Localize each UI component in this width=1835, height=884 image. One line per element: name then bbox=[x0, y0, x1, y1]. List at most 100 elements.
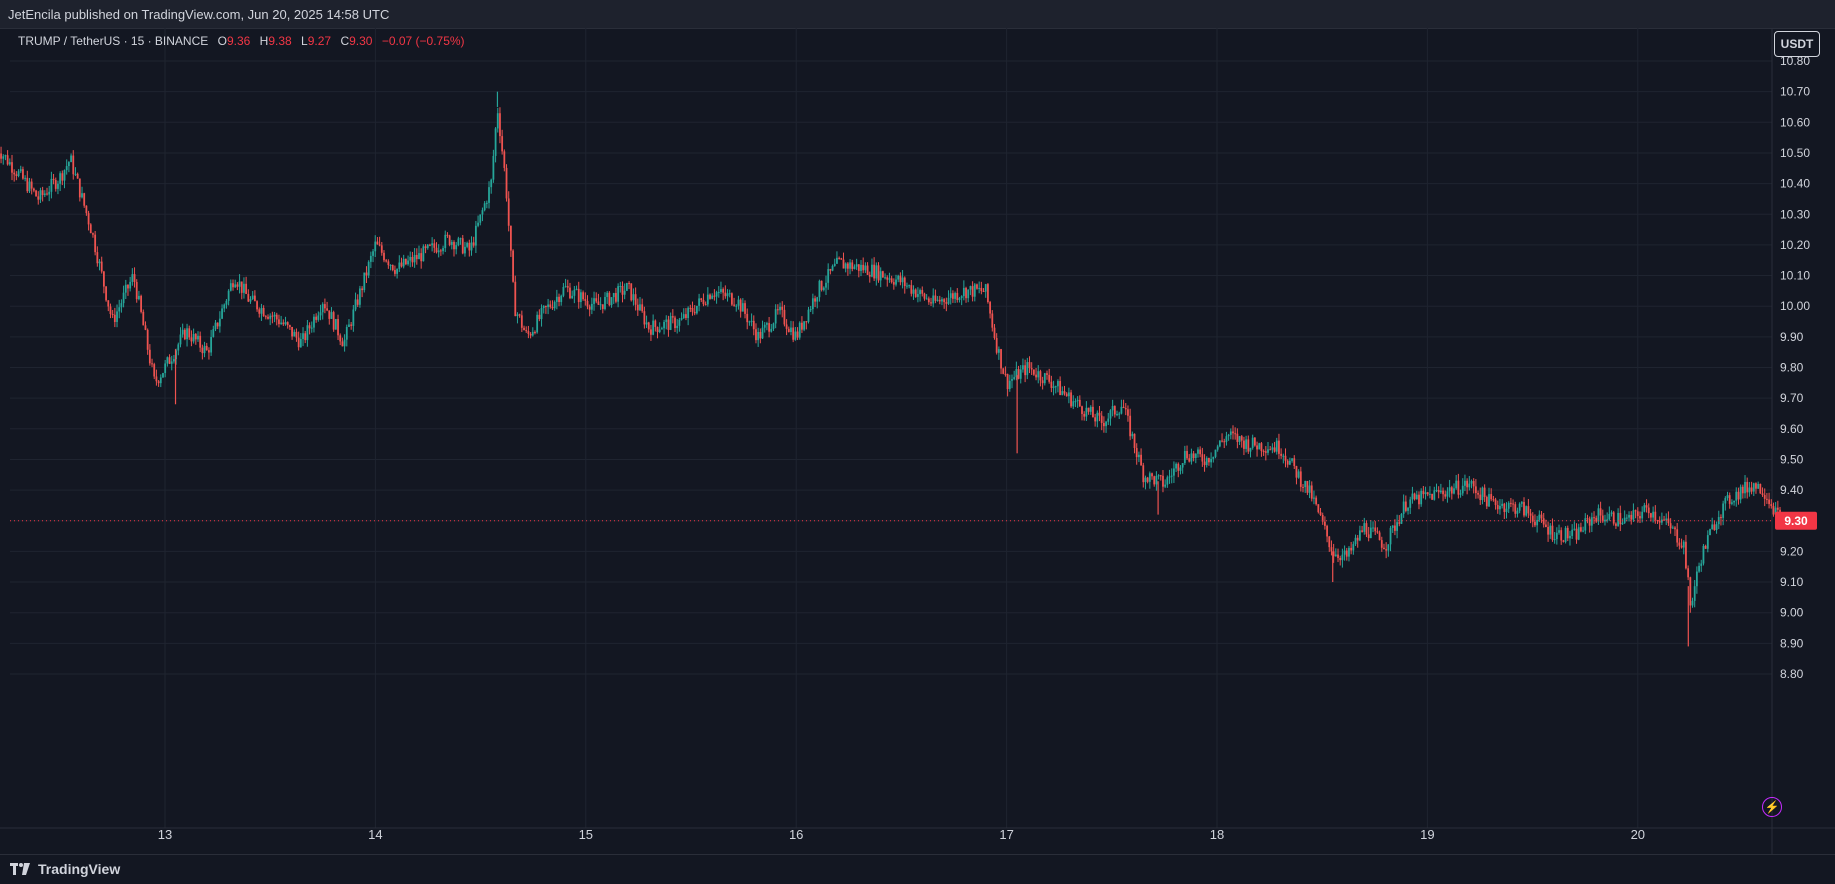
candle-body bbox=[1013, 377, 1016, 379]
candle-body bbox=[980, 287, 983, 292]
candle-body bbox=[562, 286, 565, 296]
candle-body bbox=[685, 314, 687, 318]
candle-body bbox=[492, 155, 495, 180]
candle-body bbox=[1295, 466, 1298, 478]
candle-body bbox=[330, 312, 333, 319]
candle-body bbox=[1682, 541, 1685, 548]
candle-body bbox=[860, 264, 862, 271]
candle-body bbox=[1590, 517, 1593, 526]
candle-body bbox=[22, 169, 24, 179]
symbol-label[interactable]: TRUMP / TetherUS · 15 · BINANCE bbox=[18, 34, 209, 48]
candle-body bbox=[608, 292, 611, 306]
candle-body bbox=[623, 290, 626, 295]
candle-body bbox=[993, 327, 996, 338]
chart-area[interactable]: 10.80 10.70 10.60 10.50 10.40 10.30 10.20 10.10… bbox=[0, 28, 1835, 854]
candle-body bbox=[1063, 391, 1066, 394]
candle-body bbox=[785, 324, 788, 329]
lightning-icon[interactable]: ⚡ bbox=[1762, 797, 1782, 817]
candle-body bbox=[328, 310, 331, 319]
candle-body bbox=[717, 291, 720, 293]
candle-body bbox=[735, 305, 738, 307]
candle-body bbox=[315, 316, 318, 320]
candle-body bbox=[1293, 458, 1296, 467]
candle-body bbox=[1464, 480, 1466, 486]
candle-body bbox=[1216, 446, 1219, 450]
candle-body bbox=[1328, 536, 1331, 548]
candle-body bbox=[1354, 537, 1357, 545]
candle-body bbox=[910, 285, 913, 294]
candle-body bbox=[1439, 490, 1442, 493]
candle-body bbox=[1232, 431, 1234, 434]
candle-body bbox=[573, 289, 576, 296]
candle-body bbox=[906, 285, 908, 287]
candle-body bbox=[1628, 514, 1630, 518]
candle-body bbox=[851, 262, 854, 269]
candle-body bbox=[1660, 519, 1663, 523]
candle-body bbox=[1304, 481, 1307, 488]
price-tick-label: 8.80 bbox=[1780, 667, 1804, 681]
candle-body bbox=[1433, 490, 1436, 500]
tradingview-logo[interactable]: TradingView bbox=[10, 861, 120, 877]
candle-body bbox=[617, 286, 620, 302]
candle-body bbox=[485, 202, 488, 204]
candle-body bbox=[1122, 406, 1125, 409]
candle-body bbox=[1601, 515, 1604, 522]
candle-body bbox=[1691, 600, 1694, 606]
candle-body bbox=[205, 345, 208, 351]
candle-body bbox=[411, 256, 414, 263]
candle-body bbox=[991, 313, 994, 328]
candle-body bbox=[1208, 458, 1210, 463]
candle-body bbox=[13, 172, 16, 175]
candle-body bbox=[1459, 493, 1462, 495]
candle-body bbox=[658, 329, 661, 333]
candle-body bbox=[752, 320, 755, 330]
candle-body bbox=[630, 283, 633, 301]
publish-header: JetEncila published on TradingView.com, … bbox=[0, 0, 1835, 29]
candle-body bbox=[606, 292, 609, 298]
candle-body bbox=[1249, 447, 1252, 452]
candle-body bbox=[470, 242, 473, 251]
candle-body bbox=[1225, 436, 1228, 442]
candle-body bbox=[54, 180, 57, 189]
candle-body bbox=[1030, 368, 1033, 370]
candle-body bbox=[1006, 374, 1009, 390]
candle-body bbox=[888, 278, 891, 280]
candle-body bbox=[1560, 530, 1563, 541]
candle-body bbox=[674, 317, 676, 329]
candle-body bbox=[1667, 518, 1670, 524]
candle-body bbox=[580, 292, 582, 303]
candle-body bbox=[507, 198, 510, 226]
candle-body bbox=[332, 312, 335, 330]
currency-button[interactable]: USDT bbox=[1774, 31, 1820, 57]
candle-body bbox=[849, 262, 851, 269]
candle-body bbox=[1383, 547, 1385, 550]
candle-body bbox=[704, 304, 707, 306]
candle-body bbox=[1422, 490, 1425, 495]
candle-body bbox=[632, 294, 635, 301]
candle-body bbox=[645, 322, 648, 325]
candle-body bbox=[1453, 488, 1455, 494]
candle-body bbox=[776, 309, 779, 311]
candle-body bbox=[949, 293, 952, 298]
candle-body bbox=[588, 306, 591, 310]
candle-body bbox=[1623, 517, 1626, 523]
candle-body bbox=[820, 280, 823, 290]
candle-body bbox=[1693, 586, 1696, 601]
candle-body bbox=[516, 314, 519, 317]
candle-body bbox=[1028, 362, 1031, 369]
candle-body bbox=[380, 245, 383, 253]
candle-body bbox=[227, 290, 230, 301]
candle-body bbox=[1448, 487, 1451, 492]
candle-body bbox=[1741, 486, 1744, 494]
candle-body bbox=[324, 304, 326, 309]
price-tick-label: 9.80 bbox=[1780, 361, 1804, 375]
candle-body bbox=[481, 210, 484, 215]
price-chart[interactable]: 10.80 10.70 10.60 10.50 10.40 10.30 10.20 10.10… bbox=[0, 28, 1835, 854]
candle-body bbox=[665, 319, 668, 322]
candle-body bbox=[676, 325, 679, 329]
candle-body bbox=[1461, 485, 1464, 494]
candle-body bbox=[689, 307, 692, 309]
candle-body bbox=[545, 305, 547, 308]
candle-body bbox=[1553, 539, 1556, 541]
candle-body bbox=[934, 295, 937, 301]
